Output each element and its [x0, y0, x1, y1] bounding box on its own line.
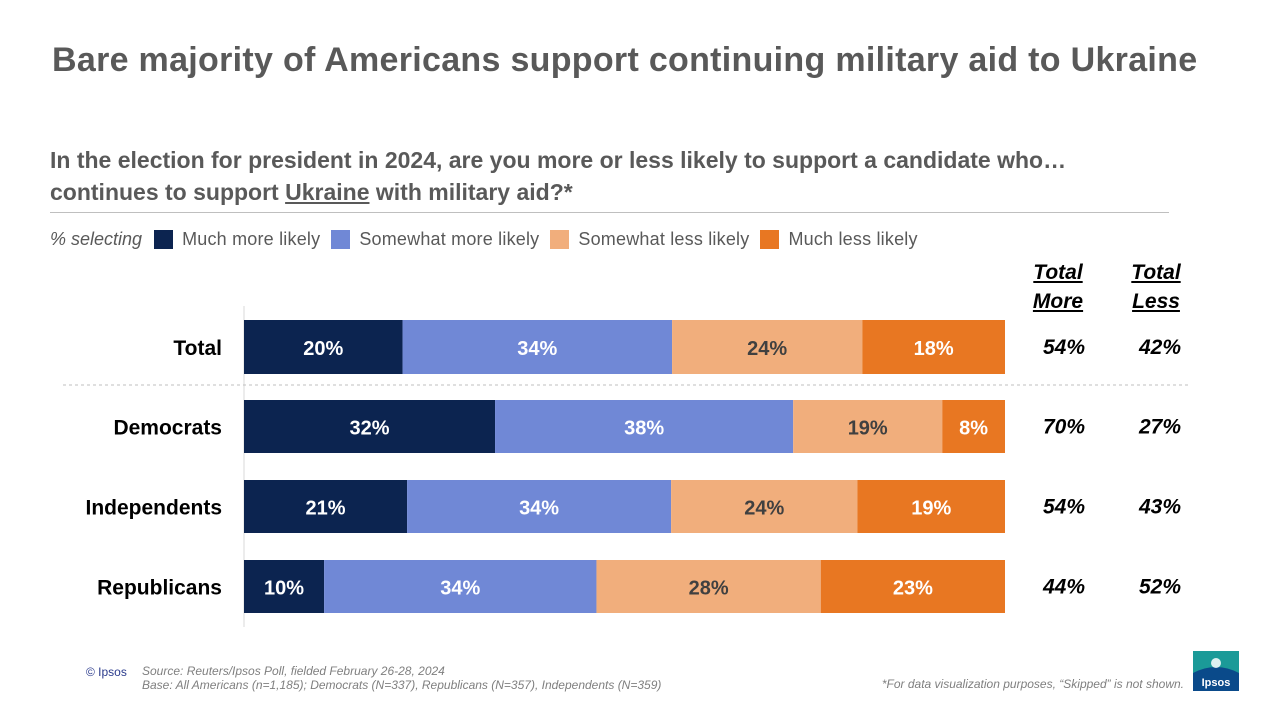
bar-democrats-somewhat-more-likely — [495, 400, 794, 453]
bar-independents-much-more-likely — [244, 480, 408, 533]
total-more-independents: 54% — [1043, 496, 1085, 519]
data-label-republicans-much-more-likely: 10% — [264, 578, 304, 600]
column-header-total-more: Total More — [1032, 261, 1084, 313]
copyright: © Ipsos — [86, 665, 127, 679]
legend-swatch-somewhat-more — [331, 229, 351, 249]
bar-republicans-somewhat-more-likely — [324, 560, 597, 613]
category-label-independents: Independents — [85, 497, 222, 520]
page-title: Bare majority of Americans support conti… — [52, 41, 1198, 79]
ipsos-logo-icon: Ipsos — [1193, 651, 1239, 691]
bar-republicans-somewhat-less-likely — [596, 560, 821, 613]
legend-swatch-somewhat-less — [550, 229, 570, 249]
data-label-democrats-much-more-likely: 32% — [350, 418, 390, 440]
chart-legend: % selecting Much more likely Somewhat mo… — [50, 227, 929, 251]
bar-democrats-much-less-likely — [942, 400, 1005, 453]
category-label-democrats: Democrats — [113, 417, 222, 440]
visualization-footnote: *For data visualization purposes, “Skipp… — [881, 677, 1184, 691]
total-less-republicans: 52% — [1139, 576, 1181, 599]
bar-republicans-much-more-likely — [244, 560, 325, 613]
legend-label-somewhat-less: Somewhat less likely — [578, 228, 750, 249]
bar-independents-somewhat-more-likely — [407, 480, 672, 533]
source-note: Source: Reuters/Ipsos Poll, fielded Febr… — [142, 664, 661, 692]
base-line: Base: All Americans (n=1,185); Democrats… — [142, 678, 662, 692]
data-label-democrats-much-less-likely: 8% — [959, 418, 988, 440]
legend-lead: % selecting — [50, 228, 143, 249]
total-more-total: 54% — [1043, 336, 1085, 359]
total-less-democrats: 27% — [1138, 416, 1181, 439]
data-label-independents-somewhat-more-likely: 34% — [519, 498, 559, 520]
data-label-independents-much-more-likely: 21% — [306, 498, 346, 520]
data-label-independents-much-less-likely: 19% — [911, 498, 951, 520]
data-label-total-somewhat-less-likely: 24% — [747, 338, 787, 360]
category-label-republicans: Republicans — [97, 577, 222, 600]
data-label-democrats-somewhat-less-likely: 19% — [848, 418, 888, 440]
bar-total-somewhat-more-likely — [402, 320, 673, 374]
source-line: Source: Reuters/Ipsos Poll, fielded Febr… — [142, 664, 445, 678]
legend-swatch-much-more — [154, 229, 174, 249]
data-label-democrats-somewhat-more-likely: 38% — [624, 418, 664, 440]
data-label-republicans-much-less-likely: 23% — [893, 578, 933, 600]
question-text: In the election for president in 2024, a… — [50, 144, 1200, 208]
data-label-republicans-somewhat-more-likely: 34% — [440, 578, 480, 600]
total-less-total: 42% — [1138, 336, 1181, 359]
legend-label-somewhat-more: Somewhat more likely — [359, 228, 540, 249]
question-keyword: Ukraine — [285, 179, 370, 205]
question-line-1: In the election for president in 2024, a… — [50, 147, 1067, 173]
bar-independents-much-less-likely — [857, 480, 1005, 533]
column-header-total-less: Total Less — [1131, 261, 1181, 313]
bar-republicans-much-less-likely — [820, 560, 1005, 613]
header-divider — [50, 212, 1169, 213]
bar-total-much-more-likely — [244, 320, 403, 374]
question-line-2-pre: continues to support — [50, 179, 286, 205]
category-label-total: Total — [173, 337, 222, 360]
bar-democrats-somewhat-less-likely — [793, 400, 943, 453]
total-more-republicans: 44% — [1042, 576, 1085, 599]
data-label-total-somewhat-more-likely: 34% — [517, 338, 557, 360]
bar-democrats-much-more-likely — [244, 400, 496, 453]
data-label-total-much-more-likely: 20% — [303, 338, 343, 360]
bar-total-much-less-likely — [862, 320, 1005, 374]
data-label-independents-somewhat-less-likely: 24% — [744, 498, 784, 520]
legend-swatch-much-less — [760, 229, 780, 249]
total-more-democrats: 70% — [1043, 416, 1085, 439]
total-less-independents: 43% — [1138, 496, 1181, 519]
data-label-total-much-less-likely: 18% — [914, 338, 954, 360]
logo-text: Ipsos — [1202, 677, 1231, 689]
bar-total-somewhat-less-likely — [672, 320, 863, 374]
data-label-republicans-somewhat-less-likely: 28% — [689, 578, 729, 600]
question-line-2-post: with military aid?* — [369, 179, 573, 205]
legend-label-much-more: Much more likely — [182, 228, 321, 249]
bar-independents-somewhat-less-likely — [671, 480, 858, 533]
legend-label-much-less: Much less likely — [788, 228, 918, 249]
